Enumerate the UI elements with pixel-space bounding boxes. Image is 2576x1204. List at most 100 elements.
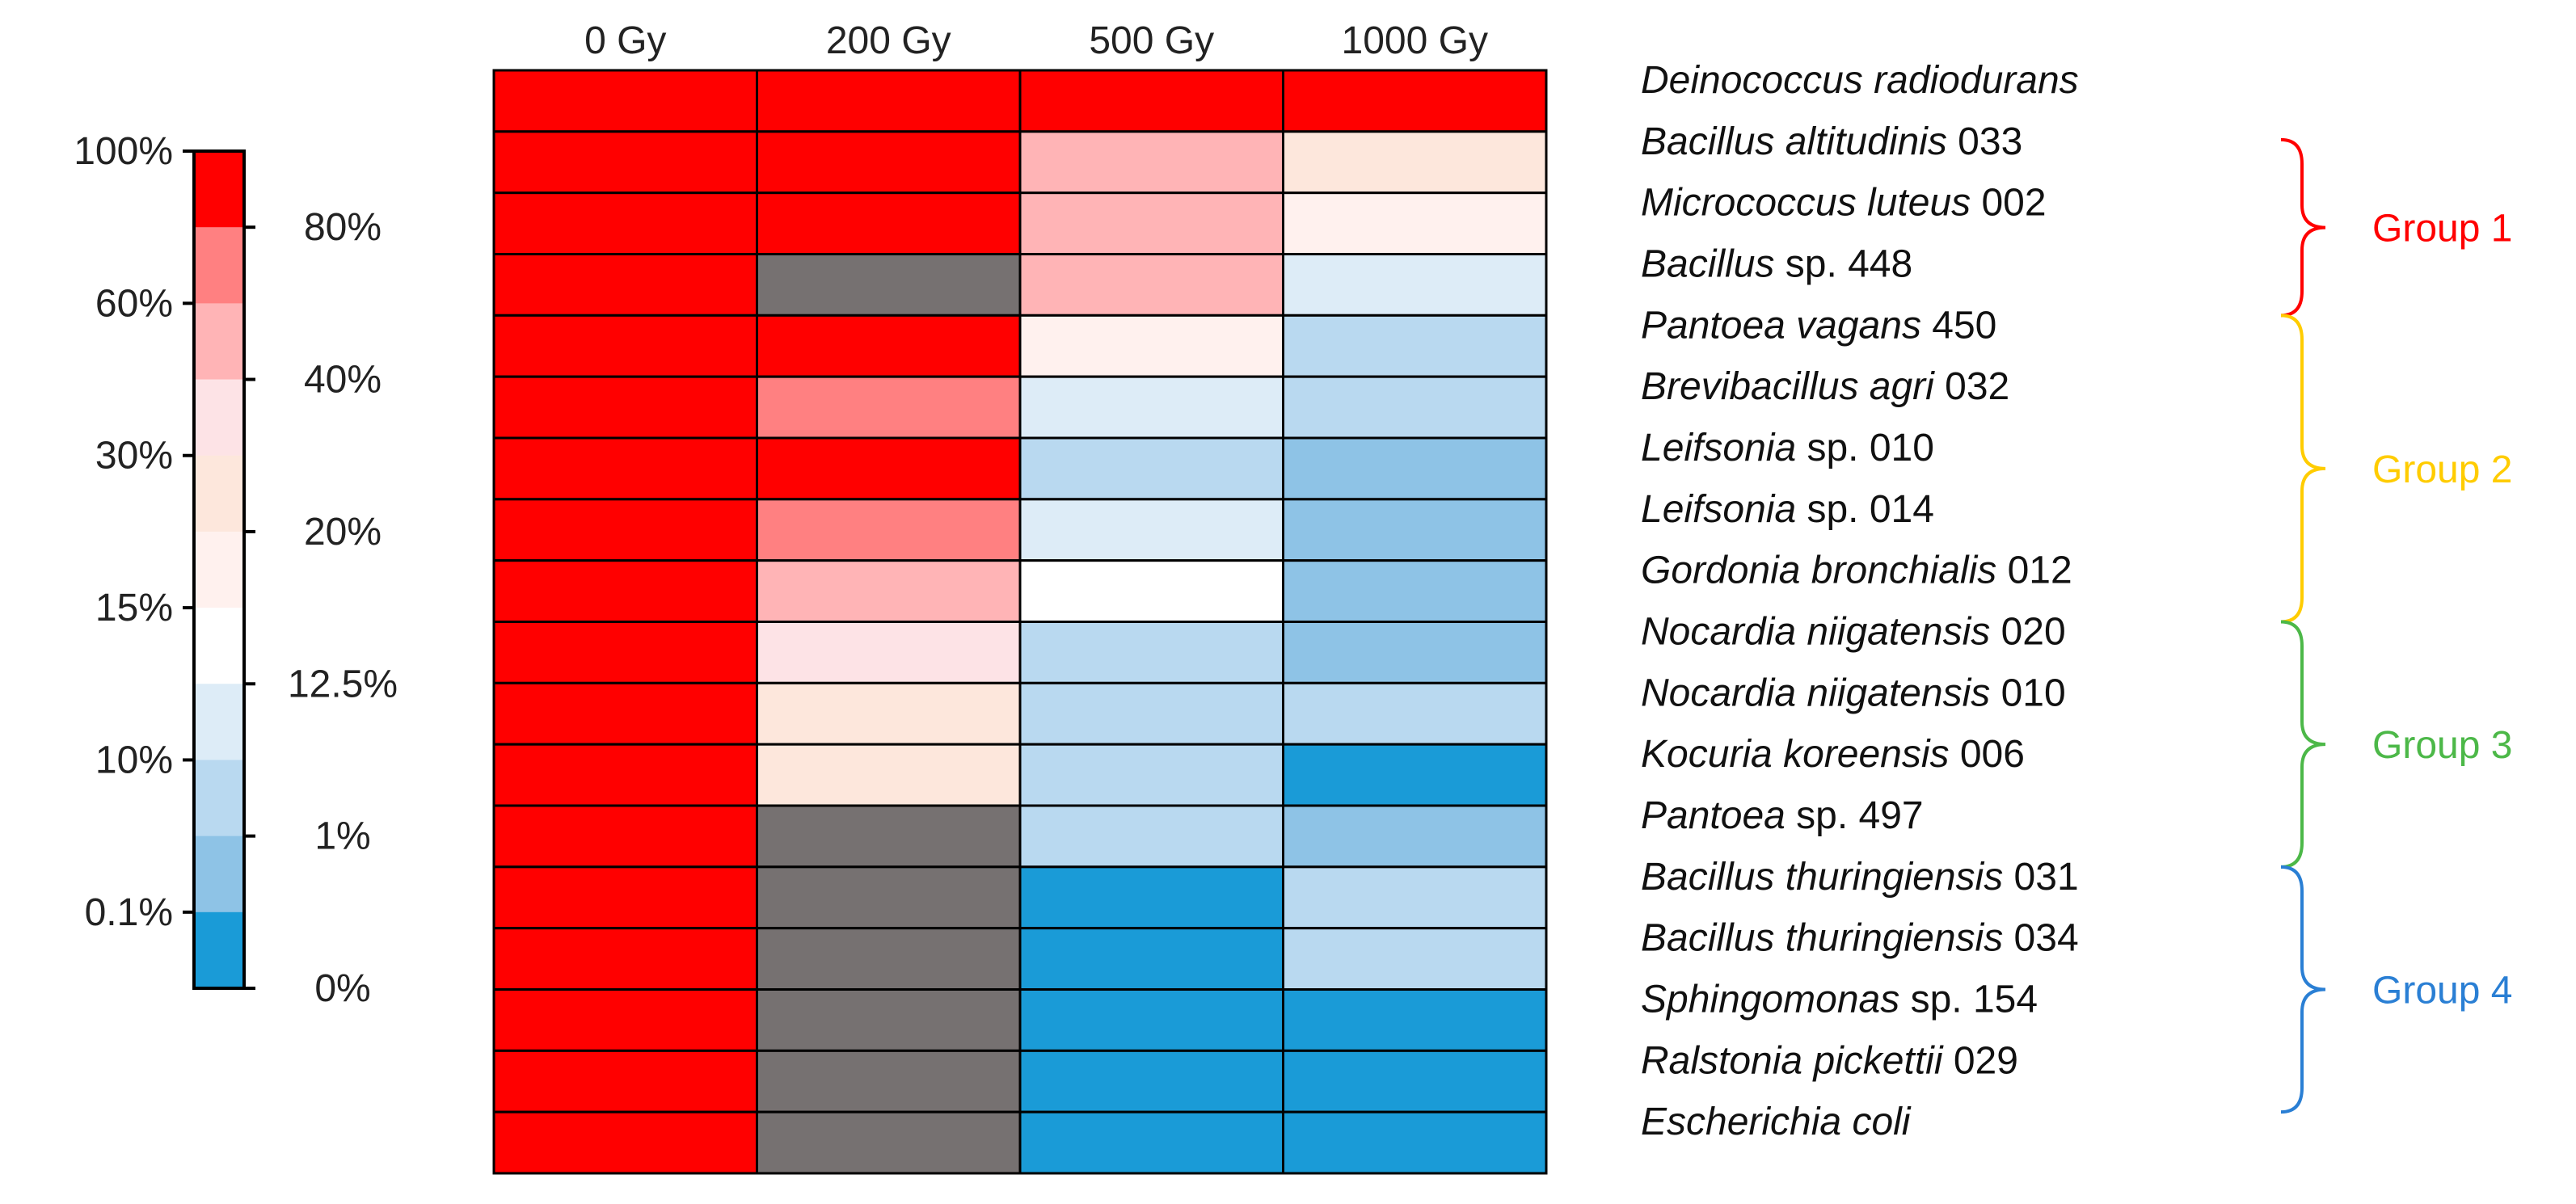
heatmap-cell xyxy=(1018,927,1284,991)
heatmap-cell xyxy=(756,375,1022,440)
species-name: Gordonia bronchialis xyxy=(1641,549,1996,592)
colorbar-left-label: 100% xyxy=(74,130,173,173)
row-label: Bacillus sp. 448 xyxy=(1641,242,1912,285)
species-name: Micrococcus luteus xyxy=(1641,182,1971,225)
strain-id: 002 xyxy=(1971,182,2046,225)
heatmap-cell xyxy=(1018,559,1284,624)
heatmap-cell xyxy=(756,804,1022,869)
heatmap-cell xyxy=(1018,1110,1284,1175)
colorbar-right-label: 12.5% xyxy=(288,663,398,705)
colorbar-segment xyxy=(194,151,244,228)
heatmap-cell xyxy=(756,192,1022,256)
row-label: Bacillus thuringiensis 034 xyxy=(1641,917,2079,960)
group-bracket xyxy=(2280,620,2326,869)
heatmap-cell xyxy=(756,743,1022,807)
colorbar-segment xyxy=(194,760,244,837)
group-label: Group 2 xyxy=(2372,448,2512,491)
heatmap-cell xyxy=(492,681,758,746)
heatmap-cell xyxy=(1018,375,1284,440)
heatmap-cell xyxy=(492,743,758,807)
heatmap-cell xyxy=(756,621,1022,684)
colorbar-segment xyxy=(194,911,244,989)
heatmap-cell xyxy=(1282,130,1548,195)
strain-id: 006 xyxy=(1950,733,2025,776)
heatmap-cell xyxy=(1018,988,1284,1052)
heatmap-cell xyxy=(492,498,758,562)
heatmap-cell xyxy=(1282,743,1548,807)
heatmap-cell xyxy=(492,69,758,133)
heatmap-cell xyxy=(1018,498,1284,562)
colorbar-segment xyxy=(194,836,244,913)
colorbar-left-label: 10% xyxy=(95,739,173,781)
species-name: Kocuria koreensis xyxy=(1641,733,1950,776)
heatmap-cell xyxy=(492,1110,758,1175)
row-label: Pantoea sp. 497 xyxy=(1641,794,1924,837)
heatmap-cell xyxy=(756,988,1022,1052)
strain-id: sp. 448 xyxy=(1774,242,1912,285)
row-label: Pantoea vagans 450 xyxy=(1641,304,1996,347)
heatmap-cell xyxy=(492,621,758,684)
heatmap-cell xyxy=(756,69,1022,133)
strain-id: sp. 010 xyxy=(1796,427,1934,469)
row-label: Nocardia niigatensis 020 xyxy=(1641,610,2066,653)
row-label: Bacillus thuringiensis 031 xyxy=(1641,856,2079,899)
column-headers: 0 Gy 200 Gy 500 Gy 1000 Gy xyxy=(584,19,1488,62)
heatmap-cell xyxy=(492,314,758,378)
colorbar-right-label: 1% xyxy=(314,815,370,858)
heatmap-cell xyxy=(756,559,1022,624)
heatmap-cell xyxy=(756,498,1022,562)
species-name: Bacillus xyxy=(1641,242,1774,285)
heatmap-cell xyxy=(492,192,758,256)
heatmap-cell xyxy=(1018,681,1284,746)
group-bracket xyxy=(2280,314,2326,624)
strain-id: 032 xyxy=(1934,365,2009,408)
strain-id: 450 xyxy=(1921,304,1996,347)
colorbar-left-label: 15% xyxy=(95,587,173,629)
heatmap-cell xyxy=(1018,1049,1284,1113)
heatmap-cell xyxy=(1018,436,1284,501)
heatmap-cell xyxy=(1282,927,1548,991)
heatmap-cell xyxy=(756,314,1022,378)
heatmap-cell xyxy=(756,865,1022,930)
heatmap-cell xyxy=(1282,436,1548,501)
strain-id: 034 xyxy=(2003,917,2078,960)
heatmap-cell xyxy=(492,130,758,195)
colorbar-segment xyxy=(194,303,244,381)
species-name: Pantoea xyxy=(1641,794,1785,837)
group-bracket xyxy=(2280,865,2326,1114)
column-header: 500 Gy xyxy=(1089,19,1214,62)
heatmap-cell xyxy=(492,927,758,991)
strain-id: 031 xyxy=(2003,856,2078,899)
colorbar-segment xyxy=(194,379,244,457)
colorbar-segment xyxy=(194,608,244,684)
heatmap-cell xyxy=(1282,865,1548,930)
group-label: Group 3 xyxy=(2372,724,2512,767)
heatmap-cell xyxy=(1282,192,1548,256)
heatmap-cell xyxy=(492,1049,758,1113)
heatmap-cell xyxy=(1018,69,1284,133)
colorbar-left-label: 30% xyxy=(95,435,173,478)
species-name: Sphingomonas xyxy=(1641,978,1899,1021)
heatmap-cell xyxy=(1282,681,1548,746)
heatmap-cell xyxy=(492,559,758,624)
colorbar-segment xyxy=(194,455,244,533)
heatmap-cell xyxy=(1282,621,1548,684)
heatmap-cell xyxy=(1282,253,1548,317)
colorbar-right-label: 0% xyxy=(314,967,370,1010)
species-name: Pantoea vagans xyxy=(1641,304,1921,347)
heatmap-cell xyxy=(1282,375,1548,440)
heatmap-cell xyxy=(1018,865,1284,930)
strain-id: 029 xyxy=(1943,1039,2018,1082)
group-label: Group 4 xyxy=(2372,970,2512,1012)
colorbar-border xyxy=(192,149,246,990)
colorbar-right-label: 20% xyxy=(304,511,382,554)
heatmap-cell xyxy=(1282,314,1548,378)
heatmap-cell xyxy=(1282,804,1548,869)
strain-id: sp. 154 xyxy=(1899,978,2038,1021)
heatmap-cell xyxy=(756,253,1022,317)
row-label: Micrococcus luteus 002 xyxy=(1641,182,2047,225)
row-label: Bacillus altitudinis 033 xyxy=(1641,120,2022,163)
heatmap-cell xyxy=(1282,559,1548,624)
colorbar-segment xyxy=(194,684,244,760)
